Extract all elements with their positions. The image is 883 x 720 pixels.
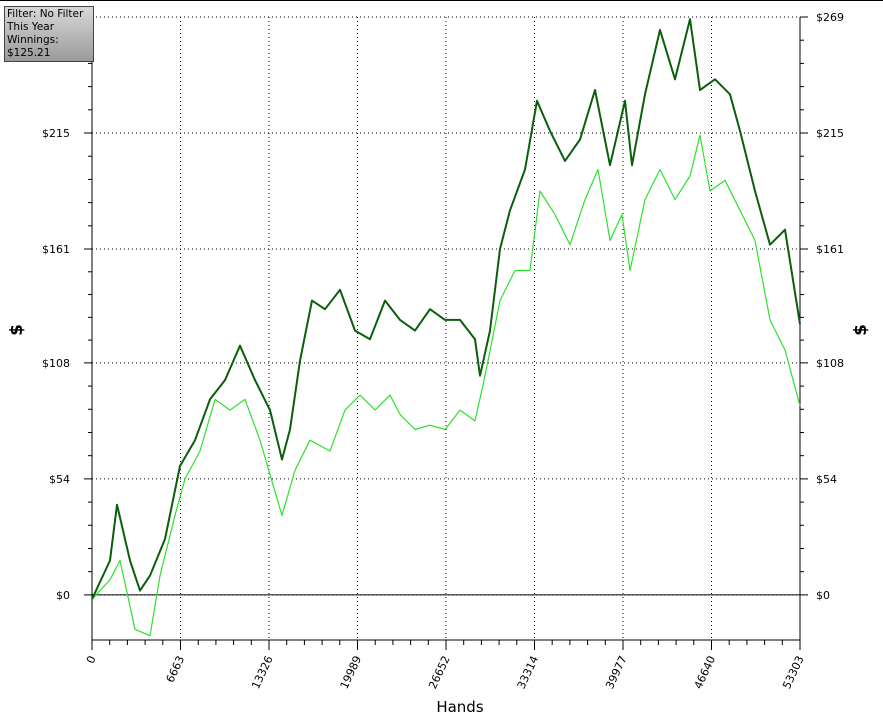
- y-tick-label-right: $54: [816, 473, 837, 486]
- y-tick-label-right: $215: [816, 127, 844, 140]
- y-tick-label: $0: [56, 589, 70, 602]
- series-line: [91, 18, 801, 600]
- info-box: Filter: No Filter This Year Winnings: $1…: [4, 6, 94, 62]
- x-axis-label: Hands: [436, 698, 483, 716]
- series-line: [91, 134, 801, 637]
- x-tick-label: 39977: [603, 654, 630, 691]
- y-tick-label: $108: [42, 357, 70, 370]
- x-tick-label: 53303: [780, 654, 807, 691]
- winnings-text: Winnings: $125.21: [7, 34, 59, 59]
- y-tick-label-right: $0: [816, 589, 830, 602]
- y-axis-label: $: [7, 324, 27, 336]
- x-tick-label: 26652: [426, 654, 453, 691]
- y-tick-label: $215: [42, 127, 70, 140]
- y-tick-label: $54: [49, 473, 70, 486]
- x-tick-label: 46640: [692, 654, 719, 691]
- filter-text: Filter: No Filter: [7, 8, 84, 20]
- y-tick-label-right: $269: [816, 11, 844, 24]
- x-tick-label: 6663: [164, 654, 188, 685]
- y-tick-label: $161: [42, 243, 70, 256]
- y-axis-label-right: $: [851, 324, 871, 336]
- x-tick-label: 13326: [249, 654, 276, 691]
- period-text: This Year: [7, 21, 55, 33]
- y-tick-label-right: $161: [816, 243, 844, 256]
- x-tick-label: 33314: [515, 654, 542, 691]
- x-tick-label: 0: [84, 654, 99, 666]
- y-tick-label-right: $108: [816, 357, 844, 370]
- x-tick-label: 19989: [338, 654, 365, 691]
